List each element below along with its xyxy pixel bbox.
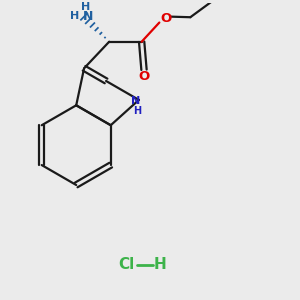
Text: N: N [83, 10, 94, 22]
Text: O: O [160, 13, 172, 26]
Text: H: H [81, 2, 90, 12]
Text: Cl: Cl [118, 257, 134, 272]
Text: H: H [154, 257, 167, 272]
Text: H: H [70, 11, 79, 21]
Text: N: N [131, 96, 140, 106]
Text: H: H [133, 106, 141, 116]
Text: O: O [138, 70, 150, 83]
